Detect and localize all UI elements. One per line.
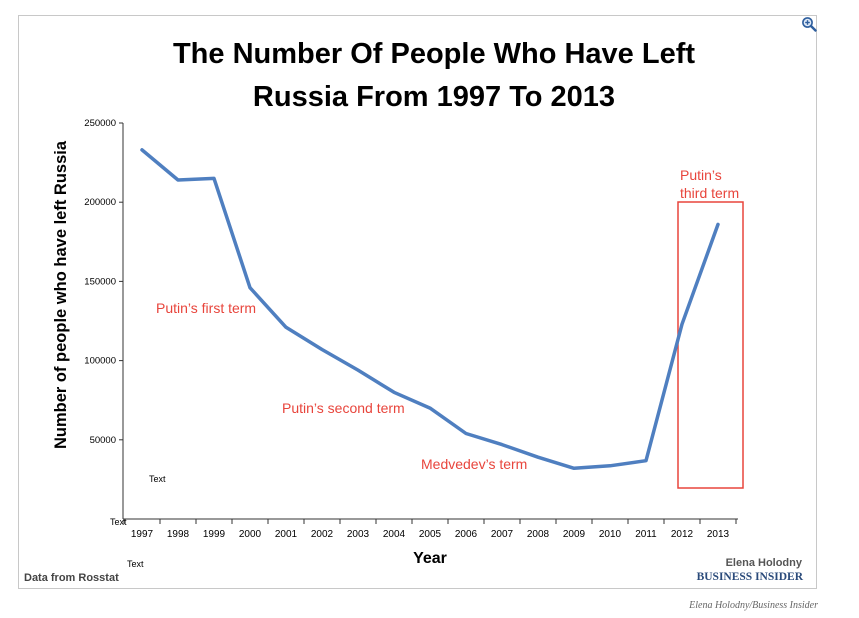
placeholder-text-3: Text: [127, 559, 144, 569]
source-note: Data from Rosstat: [24, 572, 119, 584]
annotation-putin-first-term: Putin’s first term: [156, 300, 256, 316]
y-tick-label: 150000: [84, 276, 116, 287]
x-tick-label: 2009: [563, 529, 586, 540]
brand-author: Elena Holodny: [726, 557, 803, 569]
placeholder-text-2: Text: [110, 517, 127, 527]
x-tick-label: 2011: [635, 529, 657, 540]
zoom-in-icon[interactable]: [801, 16, 817, 32]
x-tick-label: 2012: [671, 529, 694, 540]
annotation-putin-second-term: Putin’s second term: [282, 400, 405, 416]
x-tick-label: 1997: [131, 529, 154, 540]
chart-title-line-2: Russia From 1997 To 2013: [253, 81, 615, 113]
annotation-putin-third-term-line-1: Putin’s: [680, 167, 722, 183]
x-tick-label: 2010: [599, 529, 622, 540]
y-tick-label: 200000: [84, 197, 116, 208]
x-tick-label: 1998: [167, 529, 190, 540]
y-tick-group: 50000 100000 150000 200000 250000: [84, 118, 123, 446]
x-tick-label: 2007: [491, 529, 514, 540]
y-tick-label: 50000: [90, 435, 116, 446]
annotation-putin-third-term-line-2: third term: [680, 185, 739, 201]
y-axis-label: Number of people who have left Russia: [52, 140, 70, 449]
x-tick-label: 2003: [347, 529, 370, 540]
x-tick-label: 2005: [419, 529, 442, 540]
x-tick-label: 2006: [455, 529, 478, 540]
x-tick-label: 2002: [311, 529, 334, 540]
x-tick-label: 1999: [203, 529, 226, 540]
x-tick-label: 2004: [383, 529, 406, 540]
x-tick-label: 2001: [275, 529, 298, 540]
image-credit: Elena Holodny/Business Insider: [689, 600, 818, 611]
series-line: [140, 148, 720, 471]
placeholder-text-1: Text: [149, 474, 166, 484]
y-tick-label: 250000: [84, 118, 116, 129]
x-tick-group: 1997 1998 1999 2000 2001 2002 2003 2004 2005 2006…: [123, 519, 737, 540]
chart-frame: [18, 15, 817, 589]
annotation-medvedev-term: Medvedev’s term: [421, 456, 527, 472]
x-axis-label: Year: [413, 550, 447, 567]
x-tick-label: 2000: [239, 529, 262, 540]
x-tick-label: 2013: [707, 529, 730, 540]
x-tick-label: 2008: [527, 529, 550, 540]
brand-publisher: BUSINESS INSIDER: [697, 571, 804, 583]
chart-title-line-1: The Number Of People Who Have Left: [173, 38, 695, 70]
y-tick-label: 100000: [84, 356, 116, 367]
